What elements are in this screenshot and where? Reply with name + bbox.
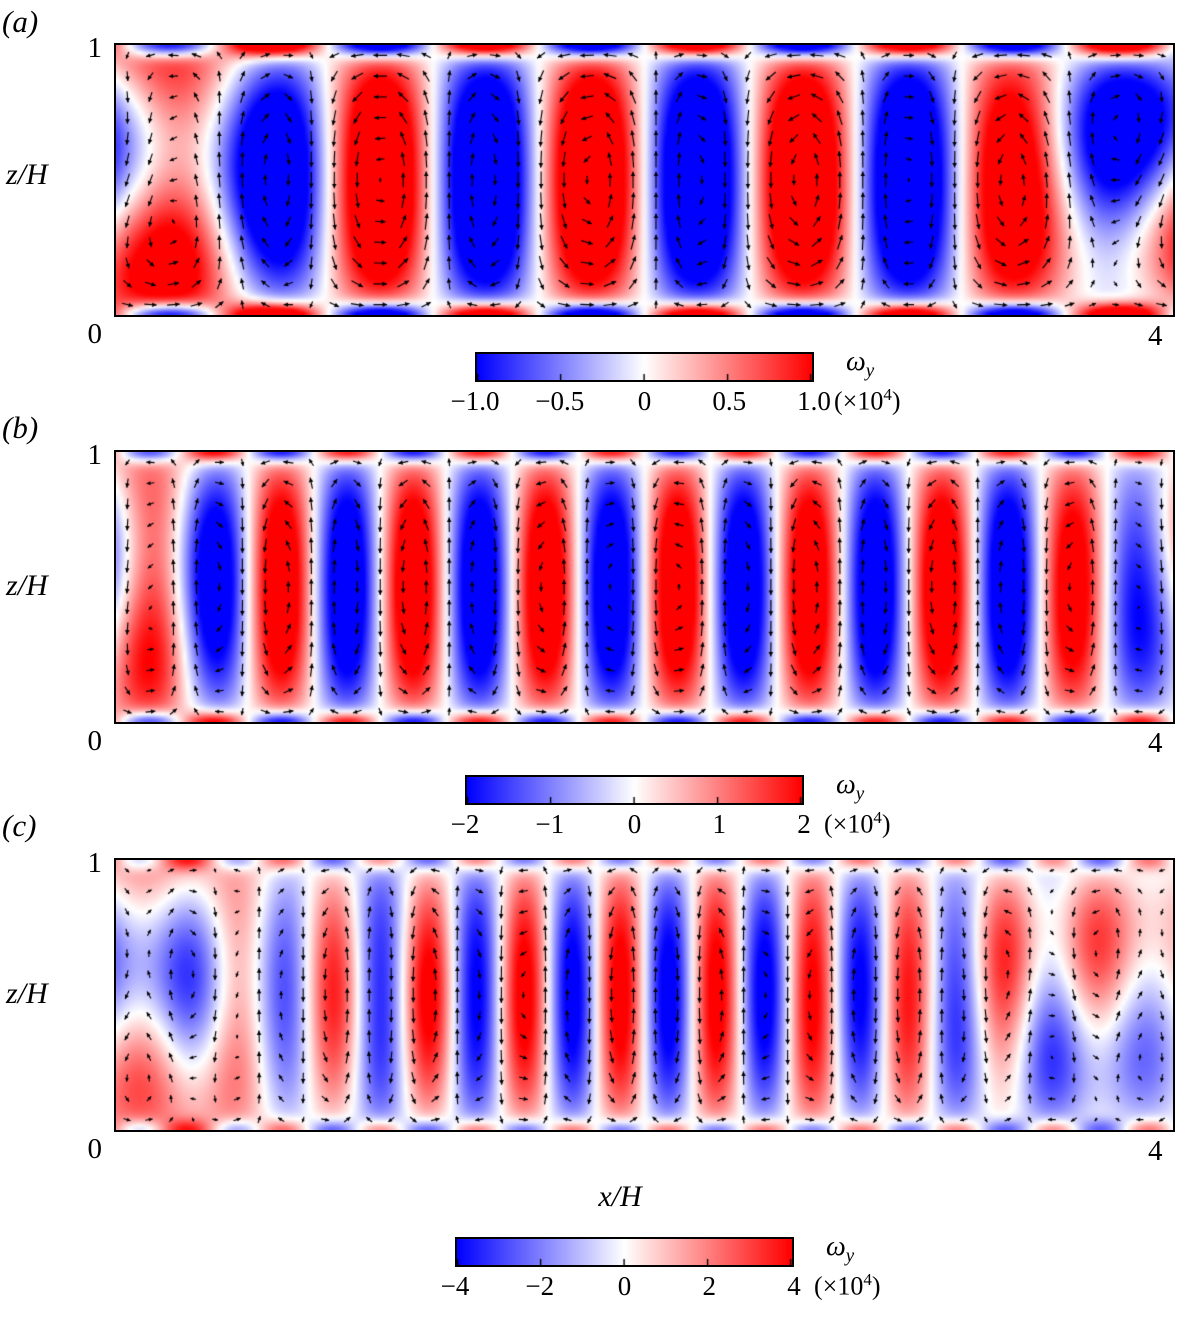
panel-a-xtick-right: 4 bbox=[1148, 320, 1163, 352]
colorbar-tick: −4 bbox=[440, 1271, 470, 1301]
panel-c-colorbar bbox=[455, 1237, 794, 1267]
panel-c-xtick-right: 4 bbox=[1148, 1135, 1163, 1167]
panel-c-heatmap bbox=[116, 860, 1173, 1130]
scale-suffix: ) bbox=[871, 1271, 881, 1301]
colorbar-tick: −2 bbox=[450, 809, 480, 839]
panel-b-origin-tick: 0 bbox=[87, 725, 103, 757]
colorbar-tick: −1.0 bbox=[450, 386, 500, 416]
panel-c-ytick-top: 1 bbox=[87, 847, 103, 879]
colorbar-tick: 0 bbox=[637, 386, 652, 416]
omega-subscript: y bbox=[865, 360, 875, 382]
panel-a-heatmap bbox=[116, 45, 1173, 315]
colorbar-tick: 2 bbox=[797, 809, 811, 839]
omega-subscript: y bbox=[855, 783, 865, 805]
panel-a-scale-factor: (×104) bbox=[834, 386, 901, 415]
colorbar-tick: 0 bbox=[617, 1271, 632, 1301]
colorbar-tick: −2 bbox=[525, 1271, 555, 1301]
omega-symbol: ω bbox=[836, 769, 856, 800]
scale-exponent: 4 bbox=[883, 385, 892, 404]
panel-c-plot bbox=[114, 858, 1175, 1132]
panel-b-ylabel: z/H bbox=[6, 569, 48, 602]
panel-b-label: (b) bbox=[2, 410, 39, 445]
scale-exponent: 4 bbox=[873, 808, 882, 827]
colorbar-tick: −1 bbox=[535, 809, 565, 839]
panel-b-colorbar-gradient bbox=[467, 777, 802, 803]
colorbar-tick: 1.0 bbox=[797, 386, 831, 416]
colorbar-tick: 0.5 bbox=[712, 386, 747, 416]
colorbar-tick: 2 bbox=[702, 1271, 717, 1301]
panel-b-colorbar-ticks: −2 −1 0 1 2 bbox=[451, 809, 811, 843]
x-axis-label: x/H bbox=[598, 1180, 642, 1213]
scale-exponent: 4 bbox=[863, 1270, 872, 1289]
panel-c-label: (c) bbox=[2, 808, 37, 843]
colorbar-tick: 1 bbox=[712, 809, 727, 839]
scale-prefix: (×10 bbox=[834, 386, 884, 416]
panel-b-heatmap bbox=[116, 452, 1173, 722]
colorbar-tick: 4 bbox=[787, 1271, 801, 1301]
panel-a-label: (a) bbox=[2, 4, 39, 39]
panel-a-origin-tick: 0 bbox=[87, 318, 103, 350]
omega-symbol: ω bbox=[846, 346, 866, 377]
panel-a-colorbar bbox=[475, 352, 814, 382]
panel-b-scale-factor: (×104) bbox=[824, 809, 891, 838]
panel-c-colorbar-gradient bbox=[457, 1239, 792, 1265]
panel-b-xtick-right: 4 bbox=[1148, 727, 1163, 759]
panel-c-scale-factor: (×104) bbox=[814, 1271, 881, 1300]
panel-a-colorbar-gradient bbox=[477, 354, 812, 380]
panel-b-colorbar bbox=[465, 775, 804, 805]
panel-a-colorbar-ticks: −1.0 −0.5 0 0.5 1.0 bbox=[451, 386, 831, 420]
panel-a-ylabel: z/H bbox=[6, 158, 48, 191]
colorbar-tick: −0.5 bbox=[535, 386, 585, 416]
panel-a-ytick-top: 1 bbox=[87, 32, 103, 64]
panel-c-ylabel: z/H bbox=[6, 977, 48, 1010]
panel-a-plot bbox=[114, 43, 1175, 317]
panel-c-colorbar-ticks: −4 −2 0 2 4 bbox=[441, 1271, 801, 1305]
scale-prefix: (×10 bbox=[814, 1271, 864, 1301]
panel-b-ytick-top: 1 bbox=[87, 439, 103, 471]
panel-c-origin-tick: 0 bbox=[87, 1133, 103, 1165]
panel-b-plot bbox=[114, 450, 1175, 724]
scale-suffix: ) bbox=[891, 386, 901, 416]
scale-suffix: ) bbox=[881, 809, 891, 839]
panel-c-colorbar-symbol: ωy bbox=[826, 1233, 854, 1266]
omega-symbol: ω bbox=[826, 1231, 846, 1262]
colorbar-tick: 0 bbox=[627, 809, 642, 839]
panel-a-colorbar-symbol: ωy bbox=[846, 348, 874, 381]
panel-b-colorbar-symbol: ωy bbox=[836, 771, 864, 804]
scale-prefix: (×10 bbox=[824, 809, 874, 839]
omega-subscript: y bbox=[845, 1245, 855, 1267]
